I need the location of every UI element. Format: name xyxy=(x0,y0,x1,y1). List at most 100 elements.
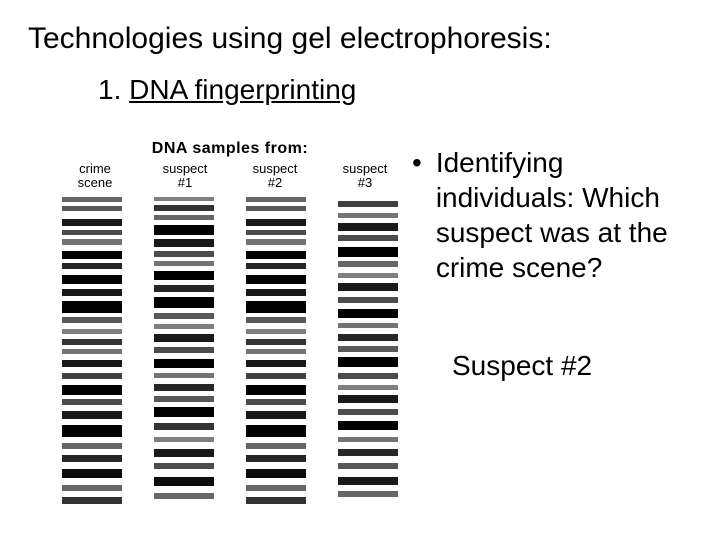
gel-band xyxy=(246,275,306,284)
gel-band xyxy=(154,396,214,402)
bullet-mark-icon: • xyxy=(412,145,422,285)
gel-band xyxy=(338,247,398,257)
gel-band xyxy=(246,317,306,323)
gel-band xyxy=(62,411,122,419)
gel-band xyxy=(62,251,122,259)
gel-header: DNA samples from: xyxy=(60,140,400,158)
gel-band xyxy=(62,360,122,367)
gel-band xyxy=(154,251,214,257)
gel-band xyxy=(62,455,122,462)
gel-band xyxy=(246,219,306,226)
gel-band xyxy=(154,297,214,308)
gel-band xyxy=(154,423,214,430)
gel-band xyxy=(62,197,122,202)
gel-band xyxy=(62,263,122,269)
gel-band xyxy=(338,491,398,497)
gel-band xyxy=(246,411,306,419)
gel-band xyxy=(338,201,398,207)
gel-band xyxy=(246,360,306,367)
numbered-heading-prefix: 1. xyxy=(98,74,129,105)
gel-band xyxy=(62,329,122,334)
gel-band xyxy=(154,437,214,442)
gel-band xyxy=(338,261,398,267)
gel-band xyxy=(338,283,398,291)
gel-band xyxy=(154,324,214,329)
gel-band xyxy=(154,493,214,499)
gel-band xyxy=(338,421,398,430)
gel-band xyxy=(246,263,306,269)
gel-band xyxy=(62,239,122,245)
gel-band xyxy=(338,297,398,303)
gel-band xyxy=(154,347,214,353)
gel-band xyxy=(154,463,214,469)
gel-band xyxy=(246,373,306,379)
gel-band xyxy=(246,329,306,334)
gel-band xyxy=(62,289,122,296)
gel-band xyxy=(154,225,214,235)
gel-band xyxy=(246,443,306,449)
gel-band xyxy=(62,219,122,226)
gel-band xyxy=(338,385,398,390)
gel-band xyxy=(154,449,214,457)
gel-lane-label: suspect#1 xyxy=(150,162,220,191)
gel-band xyxy=(246,197,306,202)
gel-lanes xyxy=(60,197,400,507)
gel-band xyxy=(338,346,398,352)
gel-band xyxy=(246,301,306,313)
gel-band xyxy=(246,239,306,245)
gel-band xyxy=(62,206,122,211)
gel-band xyxy=(62,339,122,345)
gel-band xyxy=(246,497,306,504)
gel-band xyxy=(338,395,398,403)
gel-band xyxy=(246,469,306,478)
gel-band xyxy=(338,437,398,442)
gel-band xyxy=(154,239,214,247)
gel-lane xyxy=(60,197,124,507)
gel-band xyxy=(338,235,398,241)
gel-band xyxy=(154,197,214,201)
gel-lane xyxy=(152,197,216,507)
gel-band xyxy=(154,334,214,342)
gel-lane-labels: crimescenesuspect#1suspect#2suspect#3 xyxy=(60,162,400,191)
gel-lane xyxy=(336,197,400,507)
answer-text: Suspect #2 xyxy=(452,350,592,382)
gel-band xyxy=(154,313,214,319)
gel-band xyxy=(338,334,398,341)
gel-band xyxy=(338,373,398,379)
gel-band xyxy=(154,407,214,417)
gel-band xyxy=(338,213,398,218)
gel-band xyxy=(62,301,122,313)
gel-lane xyxy=(244,197,308,507)
gel-band xyxy=(246,385,306,395)
gel-band xyxy=(338,357,398,367)
gel-band xyxy=(338,223,398,231)
gel-band xyxy=(246,399,306,405)
gel-band xyxy=(62,469,122,478)
gel-band xyxy=(338,463,398,469)
gel-band xyxy=(154,215,214,220)
gel-lane-label: suspect#3 xyxy=(330,162,400,191)
gel-band xyxy=(246,230,306,235)
gel-band xyxy=(62,443,122,449)
gel-lane-label: suspect#2 xyxy=(240,162,310,191)
gel-band xyxy=(154,205,214,211)
numbered-heading: 1. DNA fingerprinting xyxy=(98,74,356,106)
gel-band xyxy=(62,399,122,405)
gel-band xyxy=(246,251,306,259)
gel-band xyxy=(62,373,122,379)
gel-band xyxy=(154,285,214,292)
gel-band xyxy=(62,349,122,354)
gel-band xyxy=(246,349,306,354)
gel-electrophoresis-figure: DNA samples from: crimescenesuspect#1sus… xyxy=(60,140,400,507)
gel-band xyxy=(246,425,306,437)
gel-band xyxy=(154,261,214,266)
gel-band xyxy=(154,477,214,486)
gel-band xyxy=(62,230,122,235)
gel-band xyxy=(154,373,214,378)
slide-title: Technologies using gel electrophoresis: xyxy=(28,22,552,56)
bullet-item: • Identifying individuals: Which suspect… xyxy=(412,145,692,285)
gel-band xyxy=(62,275,122,284)
gel-band xyxy=(338,273,398,278)
gel-band xyxy=(62,317,122,323)
gel-band xyxy=(246,485,306,491)
